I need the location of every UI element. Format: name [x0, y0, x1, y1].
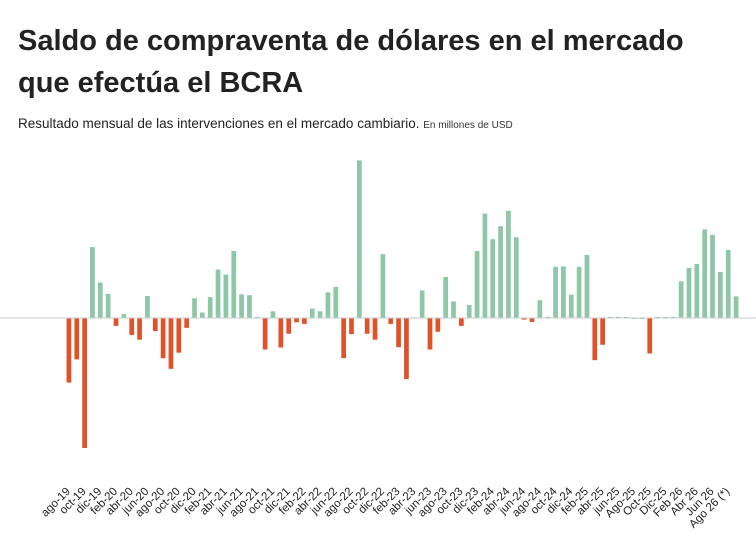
- bar-sep-23: [451, 301, 456, 318]
- bar-jun-23: [427, 318, 433, 350]
- bar-Jun-26: [710, 234, 715, 318]
- bar-Ene-26: [670, 316, 676, 318]
- bar-ene-23: [388, 318, 394, 324]
- bar-jul-23: [435, 318, 441, 332]
- bar-ene-22: [294, 318, 299, 323]
- bar-abr-21: [223, 274, 229, 318]
- bar-mar-25: [592, 318, 598, 361]
- bar-dic-22: [380, 254, 386, 318]
- bar-Abr-26: [694, 264, 700, 318]
- bar-sep-24: [545, 316, 551, 318]
- bar-jun-24: [521, 318, 527, 320]
- bar-ago-21: [254, 316, 260, 318]
- bar-mar-21: [215, 269, 221, 318]
- bar-ago-23: [443, 277, 449, 318]
- bar-abr-25: [600, 318, 605, 345]
- bar-oct-24: [553, 266, 558, 318]
- bar-oct-23: [459, 318, 464, 326]
- bar-ene-24: [482, 213, 488, 318]
- bar-nov-24: [561, 266, 566, 318]
- bar-jun-22: [333, 286, 339, 318]
- bar-undefined: [733, 296, 739, 318]
- bar-abr-24: [506, 210, 511, 318]
- bar-feb-24: [490, 239, 496, 318]
- bar-sep-22: [356, 160, 362, 318]
- bar-dic-20: [192, 298, 197, 318]
- bar-May-26: [702, 229, 708, 318]
- bar-mar-24: [498, 226, 503, 318]
- bar-may-21: [231, 251, 237, 318]
- chart-subtitle: Resultado mensual de las intervenciones …: [18, 116, 513, 131]
- bar-oct-19: [82, 318, 87, 449]
- bar-nov-22: [372, 318, 378, 340]
- bar-ago-24: [537, 300, 543, 318]
- bar-feb-22: [302, 318, 307, 324]
- bar-dic-19: [97, 282, 103, 318]
- bar-ago-20: [160, 318, 166, 359]
- bar-ago-19: [66, 318, 72, 383]
- bar-jul-25: [623, 316, 629, 318]
- unit-label: En millones de USD: [423, 120, 513, 131]
- subtitle-text: Resultado mensual de las intervenciones …: [18, 116, 420, 131]
- bar-nov-19: [90, 247, 95, 318]
- bar-may-20: [137, 318, 142, 340]
- bar-may-23: [419, 290, 425, 318]
- bar-mar-20: [121, 314, 127, 318]
- bar-ene-21: [200, 312, 205, 318]
- bar-Nov-25: [655, 316, 660, 318]
- bar-dic-24: [568, 294, 574, 318]
- bar-jun-25: [615, 316, 621, 318]
- bar-Mar-26: [686, 267, 692, 318]
- bar-jul-21: [247, 295, 252, 318]
- bar-nov-21: [278, 318, 284, 348]
- bar-jul-24: [529, 318, 535, 322]
- bar-may-25: [608, 316, 613, 318]
- bar-mar-23: [404, 318, 409, 380]
- bar-Dic-25: [663, 316, 668, 318]
- bar-mar-22: [309, 308, 315, 318]
- bar-feb-20: [113, 318, 119, 326]
- bar-ene-25: [576, 266, 582, 318]
- bar-Jul-26: [718, 271, 723, 318]
- bar-dic-23: [474, 251, 480, 318]
- bar-abr-22: [317, 311, 323, 318]
- bar-jul-22: [341, 318, 346, 359]
- bar-oct-22: [364, 318, 370, 334]
- bar-jun-20: [145, 295, 150, 318]
- bar-jul-20: [152, 318, 158, 331]
- bar-ago-22: [349, 318, 354, 335]
- bar-may-22: [325, 292, 331, 318]
- bar-Feb-26: [678, 281, 684, 318]
- bar-dic-21: [286, 318, 292, 334]
- bar-Oct-25: [647, 318, 653, 354]
- bar-jun-21: [239, 294, 244, 318]
- bar-oct-20: [176, 318, 182, 353]
- bar-nov-20: [184, 318, 190, 328]
- bar-nov-23: [466, 305, 472, 318]
- bar-abr-20: [129, 318, 135, 335]
- bar-oct-21: [270, 311, 276, 318]
- bar-feb-23: [396, 318, 401, 348]
- bar-feb-21: [207, 297, 213, 318]
- bar-may-24: [513, 237, 519, 318]
- bar-Ago 26 (*): [725, 249, 731, 318]
- bar-ene-20: [105, 293, 111, 318]
- bar-feb-25: [584, 254, 590, 318]
- chart-title: Saldo de compraventa de dólares en el me…: [18, 25, 684, 99]
- bar-sep-20: [168, 318, 174, 369]
- bar-sep-19: [74, 318, 80, 360]
- bar-sep-21: [262, 318, 268, 350]
